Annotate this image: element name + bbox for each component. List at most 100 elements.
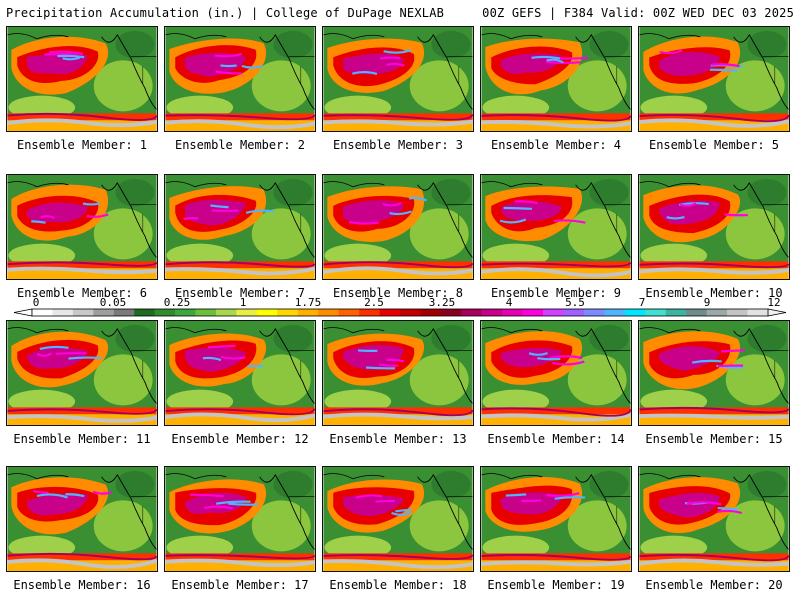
precip-map	[480, 320, 632, 426]
coastline	[259, 33, 315, 110]
southern-band	[165, 560, 315, 571]
precip-streak	[552, 360, 585, 366]
subtropical-dry-zone	[93, 208, 153, 260]
continent-region	[747, 30, 787, 59]
colorbar-tick-label: 0	[33, 296, 40, 309]
tropical-dry-band	[640, 243, 708, 268]
arctic-coastline	[639, 33, 701, 40]
precip-streak	[204, 505, 233, 510]
ensemble-panel: Ensemble Member: 8	[322, 174, 474, 300]
colorbar-swatch	[665, 309, 687, 316]
precip-streak	[214, 53, 242, 58]
extreme-precip-core	[659, 346, 720, 371]
colorbar-swatch	[440, 309, 462, 316]
ensemble-panel: Ensemble Member: 1	[6, 26, 158, 152]
extreme-precip-core	[501, 53, 562, 74]
subtropical-dry-zone	[567, 354, 627, 406]
precip-streak	[553, 219, 586, 224]
precip-streak	[686, 501, 722, 506]
southern-storm-streak	[165, 558, 315, 568]
extreme-precip-core	[343, 53, 404, 75]
ensemble-panel: Ensemble Member: 6	[6, 174, 158, 300]
precip-streak	[355, 494, 383, 499]
extreme-precip-core	[659, 51, 720, 77]
continent-region	[273, 324, 313, 353]
ensemble-member-label: Ensemble Member: 14	[487, 432, 625, 446]
colorbar-swatch	[481, 309, 503, 316]
precip-streak	[379, 56, 401, 60]
precip-streak	[92, 490, 113, 495]
subtropical-dry-zone	[251, 208, 311, 260]
arctic-coastline	[7, 33, 69, 40]
southern-storm-streak	[7, 266, 157, 275]
subtropical-dry-zone	[567, 60, 627, 112]
precip-streak	[220, 355, 246, 360]
continent-region	[431, 30, 471, 59]
southern-core-streak	[7, 261, 157, 267]
southern-storm-streak	[481, 267, 631, 278]
precip-streak	[383, 49, 412, 54]
ensemble-member-label: Ensemble Member: 13	[329, 432, 467, 446]
continent-region	[589, 178, 629, 207]
southern-core-streak	[481, 407, 631, 417]
colorbar-swatch	[400, 309, 421, 316]
precip-streak	[528, 352, 548, 356]
southern-core-streak	[323, 408, 473, 417]
southern-storm-streak	[165, 266, 315, 276]
arctic-coastline	[481, 181, 543, 188]
precip-streak	[82, 202, 101, 206]
precip-streak	[183, 217, 199, 220]
precip-streak	[679, 202, 697, 207]
colorbar-swatch	[359, 309, 380, 316]
coastline	[733, 473, 789, 550]
arctic-coastline	[639, 327, 701, 334]
southern-storm-streak	[165, 119, 315, 130]
coastline	[101, 181, 157, 258]
extreme-precip-core	[27, 493, 88, 516]
precip-map	[322, 320, 474, 426]
precip-map	[164, 320, 316, 426]
arctic-coastline	[481, 327, 543, 334]
southern-core-streak	[323, 554, 473, 560]
precip-streak	[207, 344, 236, 349]
southern-band	[7, 268, 157, 279]
colorbar-swatch	[318, 309, 339, 316]
southern-band	[639, 414, 789, 425]
colorbar-tick-label: 7	[639, 296, 646, 309]
southern-storm-streak	[481, 559, 631, 567]
southern-storm-streak	[323, 412, 473, 421]
precip-map	[322, 26, 474, 132]
colorbar-swatch	[727, 309, 748, 316]
itcz-band	[7, 113, 157, 121]
subtropical-dry-zone	[725, 208, 785, 260]
southern-storm-streak	[639, 267, 789, 275]
colorbar-tick-label: 1	[240, 296, 247, 309]
precip-map	[164, 26, 316, 132]
precip-streak	[57, 54, 85, 59]
extreme-precip-core	[185, 199, 246, 226]
continent-region	[589, 470, 629, 499]
ensemble-member-label: Ensemble Member: 8	[332, 286, 464, 300]
precip-streak	[554, 496, 585, 500]
southern-storm-streak	[639, 413, 789, 420]
colorbar-swatch	[338, 309, 360, 316]
precip-streak	[49, 50, 84, 55]
ensemble-member-label: Ensemble Member: 12	[171, 432, 309, 446]
colorbar-tick-label: 3.25	[429, 296, 456, 309]
continent-region	[589, 324, 629, 353]
title-left: Precipitation Accumulation (in.) | Colle…	[6, 6, 445, 20]
southern-core-streak	[165, 408, 315, 416]
precip-streak	[724, 213, 748, 217]
arctic-coastline	[7, 473, 69, 480]
precip-streak	[65, 493, 85, 498]
ensemble-panel: Ensemble Member: 2	[164, 26, 316, 152]
coastline	[733, 33, 789, 110]
continent-region	[115, 178, 155, 207]
southern-band	[165, 414, 315, 425]
arctic-coastline	[7, 181, 69, 188]
colorbar-swatch	[52, 309, 74, 316]
ensemble-member-label: Ensemble Member: 10	[645, 286, 783, 300]
ensemble-panel: Ensemble Member: 17	[164, 466, 316, 592]
precip-streak	[386, 62, 405, 67]
precip-streak	[389, 210, 412, 216]
